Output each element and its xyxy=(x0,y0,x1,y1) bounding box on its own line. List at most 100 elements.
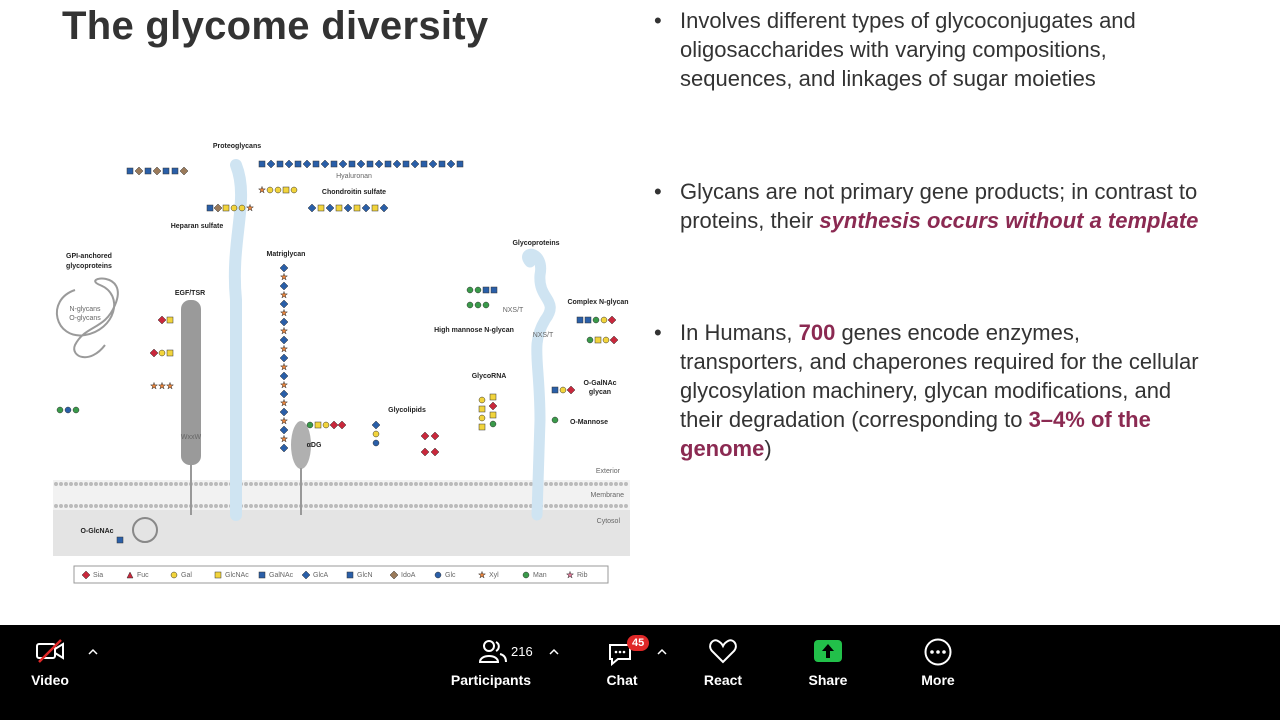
glycan xyxy=(171,167,179,175)
glycan xyxy=(149,348,159,358)
glycan xyxy=(279,389,289,399)
ogcnac-protein xyxy=(132,517,158,543)
lipid-head xyxy=(484,504,488,508)
lipid-head xyxy=(179,504,183,508)
lipid-head xyxy=(604,504,608,508)
glycan xyxy=(213,203,223,213)
glycan xyxy=(290,186,298,194)
lipid-head xyxy=(419,482,423,486)
glycan xyxy=(446,159,456,169)
caret[interactable] xyxy=(88,648,98,656)
lipid-head xyxy=(329,482,333,486)
heart-icon xyxy=(709,639,737,664)
egf-protein xyxy=(181,300,201,465)
figure-label: Glycoproteins xyxy=(512,240,559,247)
glycan xyxy=(279,353,289,363)
glycan xyxy=(230,204,238,212)
glycan xyxy=(312,160,320,168)
legend-label: Rib xyxy=(577,572,588,579)
legend-symbol xyxy=(214,571,222,579)
glycan xyxy=(392,159,402,169)
lipid-head xyxy=(164,504,168,508)
glycan xyxy=(438,160,446,168)
text-run: ) xyxy=(764,436,772,461)
glycan xyxy=(348,160,356,168)
toolbar-label: More xyxy=(921,672,955,688)
glycan xyxy=(482,286,490,294)
lipid-head xyxy=(54,482,58,486)
glycan xyxy=(607,315,617,325)
lipid-head xyxy=(249,504,253,508)
glycan xyxy=(478,423,486,431)
glycan xyxy=(602,336,610,344)
lipid-head xyxy=(409,504,413,508)
lipid-head xyxy=(349,504,353,508)
text-run: In Humans, xyxy=(680,320,799,345)
lipid-head xyxy=(59,482,63,486)
glycan xyxy=(338,159,348,169)
lipid-head xyxy=(154,504,158,508)
lipid-head xyxy=(574,482,578,486)
glycan xyxy=(238,204,246,212)
lipid-head xyxy=(494,504,498,508)
lipid-head xyxy=(354,504,358,508)
lipid-head xyxy=(194,504,198,508)
glycan xyxy=(366,160,374,168)
lipid-head xyxy=(269,504,273,508)
figure-label: N-glycans xyxy=(69,306,101,313)
lipid-head xyxy=(304,482,308,486)
glycan xyxy=(279,308,289,317)
glycan xyxy=(162,167,170,175)
lipid-head xyxy=(209,482,213,486)
glycan xyxy=(320,159,330,169)
lipid-head xyxy=(624,482,628,486)
lipid-head xyxy=(559,504,563,508)
legend-box xyxy=(73,565,609,584)
lipid-head xyxy=(374,504,378,508)
glycan xyxy=(374,159,384,169)
lipid-head xyxy=(589,482,593,486)
glycan xyxy=(152,166,162,176)
glycan xyxy=(134,166,144,176)
glycan xyxy=(279,371,289,381)
lipid-head xyxy=(279,504,283,508)
lipid-head xyxy=(384,482,388,486)
glycan xyxy=(478,396,486,404)
lipid-head xyxy=(109,482,113,486)
glycan xyxy=(314,421,322,429)
caret[interactable] xyxy=(549,648,559,656)
lipid-head xyxy=(219,504,223,508)
more-icon xyxy=(924,638,952,666)
glycan xyxy=(402,160,410,168)
glycan xyxy=(279,407,289,417)
lipid-head xyxy=(199,504,203,508)
legend-label: Sia xyxy=(93,572,103,579)
chat-badge: 45 xyxy=(627,635,650,651)
lipid-head xyxy=(594,482,598,486)
figure-label: High mannose N-glycan xyxy=(434,327,514,334)
figure-label: glycoproteins xyxy=(66,263,112,270)
lipid-head xyxy=(354,482,358,486)
lipid-head xyxy=(164,482,168,486)
legend-label: Xyl xyxy=(489,572,499,579)
bullet: • Glycans are not primary gene products; … xyxy=(654,177,1214,235)
lipid-head xyxy=(314,482,318,486)
lipid-head xyxy=(544,482,548,486)
glycome-figure: Proteoglycans Hyaluronan Chondroitin sul… xyxy=(53,143,630,584)
lipid-head xyxy=(359,504,363,508)
toolbar-label: Participants xyxy=(450,672,532,688)
protein xyxy=(522,248,556,521)
glycan xyxy=(456,160,464,168)
figure-label: Cytosol xyxy=(597,518,621,525)
glycan xyxy=(325,203,335,213)
lipid-head xyxy=(204,482,208,486)
lipid-head xyxy=(609,504,613,508)
lipid-head xyxy=(119,482,123,486)
glycan xyxy=(144,167,152,175)
lipid-head xyxy=(339,504,343,508)
bullet-dot: • xyxy=(654,179,662,204)
lipid-head xyxy=(194,482,198,486)
lipid-head xyxy=(474,482,478,486)
glycan xyxy=(478,405,486,413)
caret[interactable] xyxy=(657,648,667,656)
